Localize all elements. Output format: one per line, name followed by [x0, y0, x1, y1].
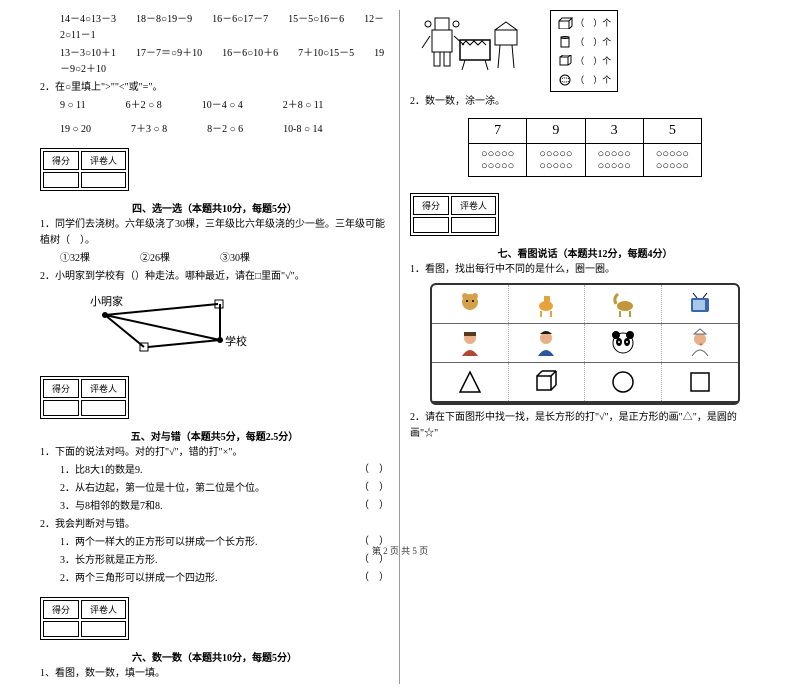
- s5-item-3: 3．与8相邻的数是7和8.: [60, 501, 163, 512]
- section-7-title: 七、看图说话（本题共12分，每题4分）: [410, 245, 760, 260]
- section-6-title: 六、数一数（本题共10分，每题5分）: [40, 649, 389, 664]
- q2-fill: 2．在○里填上">""<"或"="。: [40, 80, 389, 96]
- score-box-6: 得分 评卷人: [40, 597, 129, 640]
- school-label: 学校: [225, 334, 247, 348]
- circles-cell: ○○○○○○○○○○: [643, 144, 701, 177]
- panda-icon: [585, 324, 662, 362]
- animal-icon: [509, 285, 586, 323]
- path-diagram: 小明家 学校: [70, 290, 389, 363]
- left-column: 14－4○13－3 18－8○19－9 16－6○17－7 15－5○16－6 …: [30, 10, 400, 684]
- s5-q1: 1．下面的说法对吗。对的打"√"，错的打"×"。: [40, 445, 389, 461]
- count-table: 7 9 3 5 ○○○○○○○○○○ ○○○○○○○○○○ ○○○○○○○○○○…: [468, 118, 702, 177]
- section-4-title: 四、选一选（本题共10分，每题5分）: [40, 200, 389, 215]
- s6-q1: 1、看图，数一数，填一填。: [40, 666, 389, 682]
- expr-line-2: 13－3○10＋1 17－7＝○9＋10 16－6○10＋6 7＋10○15－5…: [40, 46, 389, 78]
- odd-one-out-grid: +: [430, 283, 740, 405]
- circle-icon: [585, 363, 662, 401]
- s5-item-6: 2．两个三角形可以拼成一个四边形.: [60, 573, 218, 584]
- person-icon: [509, 324, 586, 362]
- expr-line-1: 14－4○13－3 18－8○19－9 16－6○17－7 15－5○16－6 …: [40, 12, 389, 44]
- s7-q2: 2．请在下面图形中找一找，是长方形的打"√"，是正方形的画"△"，是圆的画"☆": [410, 410, 760, 442]
- count-num: 5: [643, 119, 701, 144]
- s5-q2: 2．我会判断对与错。: [40, 517, 389, 533]
- home-label: 小明家: [90, 294, 123, 308]
- compare-row-2: 19 ○ 20 7＋3 ○ 8 8－2 ○ 6 10-8 ○ 14: [40, 122, 389, 138]
- score-box-7: 得分 评卷人: [410, 193, 499, 236]
- circles-cell: ○○○○○○○○○○: [527, 144, 585, 177]
- square-icon: [662, 363, 739, 401]
- score-box-4: 得分 评卷人: [40, 148, 129, 191]
- circles-cell: ○○○○○○○○○○: [585, 144, 643, 177]
- person-icon: [432, 324, 509, 362]
- svg-text:+: +: [699, 341, 703, 349]
- tv-icon: [662, 285, 739, 323]
- animal-icon: [432, 285, 509, 323]
- triangle-icon: [432, 363, 509, 401]
- score-label: 得分: [43, 151, 79, 170]
- compare-row-1: 9 ○ 11 6＋2 ○ 8 10－4 ○ 4 2＋8 ○ 11: [40, 98, 389, 114]
- s4-q2: 2．小明家到学校有（）种走法。哪种最近，请在□里面"√"。: [40, 269, 389, 285]
- count-num: 9: [527, 119, 585, 144]
- section-5-title: 五、对与错（本题共5分，每题2.5分）: [40, 428, 389, 443]
- cube-icon: [509, 363, 586, 401]
- circles-cell: ○○○○○○○○○○: [469, 144, 527, 177]
- robot-illustration: [410, 10, 550, 85]
- s7-q1: 1．看图，找出每行中不同的是什么，圈一圈。: [410, 262, 760, 278]
- grader-label: 评卷人: [81, 151, 126, 170]
- page-footer: 第 2 页 共 5 页: [0, 544, 800, 557]
- animal-icon: [585, 285, 662, 323]
- score-box-5: 得分 评卷人: [40, 376, 129, 419]
- shape-count-list: （ ）个 （ ）个 （ ）个 （ ）个: [550, 10, 618, 92]
- s5-item-1: 1．比8大1的数是9.: [60, 465, 143, 476]
- s4-options: ①32棵 ②26棵 ③30棵: [40, 251, 389, 267]
- s4-q1: 1．同学们去浇树。六年级浇了30棵，三年级比六年级浇的少一些。三年级可能植树（ …: [40, 217, 389, 249]
- person-icon: +: [662, 324, 739, 362]
- s6-q2: 2．数一数，涂一涂。: [410, 94, 760, 110]
- count-num: 3: [585, 119, 643, 144]
- s5-item-2: 2．从右边起，第一位是十位，第二位是个位。: [60, 483, 265, 494]
- count-num: 7: [469, 119, 527, 144]
- right-column: （ ）个 （ ）个 （ ）个 （ ）个 2．数一数，涂一涂。 7 9 3 5 ○…: [400, 10, 770, 684]
